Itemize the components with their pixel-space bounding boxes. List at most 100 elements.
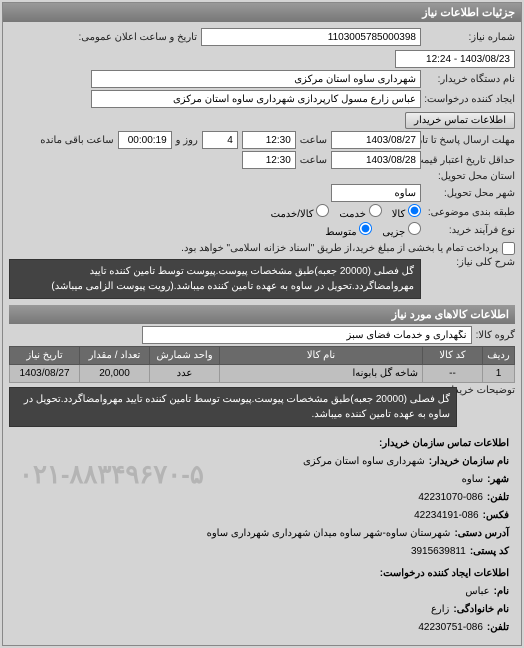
req-name-v: عباس: [465, 583, 489, 601]
niaz-no-label: شماره نیاز:: [425, 32, 515, 43]
datetime-field[interactable]: [395, 50, 515, 68]
row-desc: شرح کلی نیاز: گل فصلی (20000 جعبه)طبق مش…: [9, 257, 515, 301]
buyer-desc-label: توضیحات خریدار:: [461, 385, 515, 396]
cell-idx: 1: [483, 365, 515, 383]
panel3-title-text: اطلاعات تماس سازمان خریدار:: [379, 435, 509, 453]
radio-jozi-input[interactable]: [408, 222, 421, 235]
radio-motavaset-label: متوسط: [325, 227, 356, 238]
row-niaz-no: شماره نیاز: تاریخ و ساعت اعلان عمومی:: [9, 28, 515, 68]
row-category: طبقه بندی موضوعی: کالا خدمت کالا/خدمت: [9, 204, 515, 220]
row-group: گروه کالا:: [9, 326, 515, 344]
radio-kk-input[interactable]: [316, 204, 329, 217]
unit-label: طبقه بندی موضوعی:: [425, 207, 515, 218]
price-expire-label: حداقل تاریخ اعتبار قیمت: تا تاریخ:: [425, 155, 515, 166]
deadline-send-date[interactable]: [331, 131, 421, 149]
cell-name: شاخه گل بابونه‌ا: [220, 365, 423, 383]
process-radio-group: جزیی متوسط: [325, 222, 421, 238]
group-field[interactable]: [142, 326, 472, 344]
contact-info-button[interactable]: اطلاعات تماس خریدار: [405, 112, 515, 129]
process-label: نوع فرآیند خرید:: [425, 225, 515, 236]
creator-field[interactable]: [91, 90, 421, 108]
row-buyer-desc: توضیحات خریدار: گل فصلی (20000 جعبه)طبق …: [9, 385, 515, 429]
col-row: ردیف: [483, 347, 515, 365]
cell-code: --: [423, 365, 483, 383]
datetime-label: تاریخ و ساعت اعلان عمومی:: [79, 32, 198, 43]
info-post-v: 3915639811: [411, 543, 466, 561]
radio-motavaset-input[interactable]: [359, 222, 372, 235]
info-addr-v: شهرستان ساوه-شهر ساوه میدان شهرداری شهرد…: [207, 525, 451, 543]
col-unit: واحد شمارش: [150, 347, 220, 365]
row-deadline: مهلت ارسال پاسخ تا تاریخ: ساعت روز و ساع…: [9, 131, 515, 149]
info-phone-k: تلفن:: [487, 489, 509, 507]
info-phone-v: 42231070-086: [418, 489, 483, 507]
deadline-send-time[interactable]: [242, 131, 296, 149]
req-name: نام: عباس: [15, 583, 509, 601]
row-province: استان محل تحویل:: [9, 171, 515, 182]
row-process: نوع فرآیند خرید: جزیی متوسط پرداخت تمام …: [9, 222, 515, 255]
remain-text: ساعت باقی مانده: [40, 135, 113, 146]
city-field[interactable]: [331, 184, 421, 202]
need-details-panel: جزئیات اطلاعات نیاز شماره نیاز: تاریخ و …: [2, 2, 522, 646]
row-org: نام دستگاه خریدار:: [9, 70, 515, 88]
radio-khadmat-input[interactable]: [369, 204, 382, 217]
buyer-description-box: گل فصلی (20000 جعبه)طبق مشخصات پیوست.پیو…: [9, 387, 457, 427]
radio-kala[interactable]: کالا: [392, 204, 421, 220]
info-city-v: ساوه: [462, 471, 484, 489]
niaz-no-field[interactable]: [201, 28, 421, 46]
need-description-box: گل فصلی (20000 جعبه)طبق مشخصات پیوست.پیو…: [9, 259, 421, 299]
desc-label: شرح کلی نیاز:: [425, 257, 515, 268]
req-phone-v: 42230751-086: [418, 619, 483, 637]
days-remaining[interactable]: [202, 131, 238, 149]
panel1-header: جزئیات اطلاعات نیاز: [3, 3, 521, 22]
col-qty: تعداد / مقدار: [80, 347, 150, 365]
table-row[interactable]: 1 -- شاخه گل بابونه‌ا عدد 20,000 1403/08…: [10, 365, 515, 383]
table-header-row: ردیف کد کالا نام کالا واحد شمارش تعداد /…: [10, 347, 515, 365]
contact-org-block: ۰۲۱-۸۸۳۴۹۶۷۰-۵ اطلاعات تماس سازمان خریدا…: [9, 431, 515, 641]
req-lname-v: زارع: [431, 601, 449, 619]
col-date: تاریخ نیاز: [10, 347, 80, 365]
radio-kala-label: کالا: [392, 209, 406, 220]
radio-kala-input[interactable]: [408, 204, 421, 217]
treasury-checkbox[interactable]: [502, 242, 515, 255]
radio-khadmat-label: خدمت: [339, 209, 366, 220]
city-label: شهر محل تحویل:: [425, 188, 515, 199]
price-expire-time[interactable]: [242, 151, 296, 169]
info-org-v: شهرداری ساوه استان مرکزی: [303, 453, 425, 471]
req-phone: تلفن:42230751-086: [15, 619, 509, 637]
row-price-expire: حداقل تاریخ اعتبار قیمت: تا تاریخ: ساعت: [9, 151, 515, 169]
info-post: کد پستی:3915639811: [15, 543, 509, 561]
panel4-header: اطلاعات ایجاد کننده درخواست:: [15, 565, 509, 583]
info-city-k: شهر:: [487, 471, 509, 489]
phone-watermark: ۰۲۱-۸۸۳۴۹۶۷۰-۵: [19, 451, 204, 498]
checkbox-note[interactable]: پرداخت تمام یا بخشی از مبلغ خرید،از طریق…: [181, 242, 515, 255]
req-phone-k: تلفن:: [487, 619, 509, 637]
radio-kala-khadmat[interactable]: کالا/خدمت: [271, 204, 330, 220]
info-addr-k: آدرس دستی:: [454, 525, 509, 543]
countdown-field: [118, 131, 172, 149]
radio-khadmat[interactable]: خدمت: [339, 204, 381, 220]
radio-motavaset[interactable]: متوسط: [325, 222, 372, 238]
row-creator: ایجاد کننده درخواست: اطلاعات تماس خریدار: [9, 90, 515, 129]
col-name: نام کالا: [220, 347, 423, 365]
info-fax-k: فکس:: [483, 507, 509, 525]
time-label-1: ساعت: [300, 135, 327, 146]
price-expire-date[interactable]: [331, 151, 421, 169]
day-text: روز و: [176, 135, 198, 146]
req-lname-k: نام خانوادگی:: [453, 601, 509, 619]
info-addr: آدرس دستی:شهرستان ساوه-شهر ساوه میدان شه…: [15, 525, 509, 543]
creator-label: ایجاد کننده درخواست:: [425, 94, 515, 105]
category-radio-group: کالا خدمت کالا/خدمت: [271, 204, 421, 220]
cell-date: 1403/08/27: [10, 365, 80, 383]
info-fax-v: 42234191-086: [414, 507, 479, 525]
info-fax: فکس:42234191-086: [15, 507, 509, 525]
org-field[interactable]: [91, 70, 421, 88]
row-city: شهر محل تحویل:: [9, 184, 515, 202]
cell-unit: عدد: [150, 365, 220, 383]
form-body-1: شماره نیاز: تاریخ و ساعت اعلان عمومی: نا…: [3, 22, 521, 645]
info-org-k: نام سازمان خریدار:: [429, 453, 509, 471]
process-note: پرداخت تمام یا بخشی از مبلغ خرید،از طریق…: [181, 243, 498, 254]
radio-jozi[interactable]: جزیی: [382, 222, 421, 238]
province-label: استان محل تحویل:: [425, 171, 515, 182]
req-name-k: نام:: [494, 583, 509, 601]
panel2-header: اطلاعات کالاهای مورد نیاز: [9, 305, 515, 324]
